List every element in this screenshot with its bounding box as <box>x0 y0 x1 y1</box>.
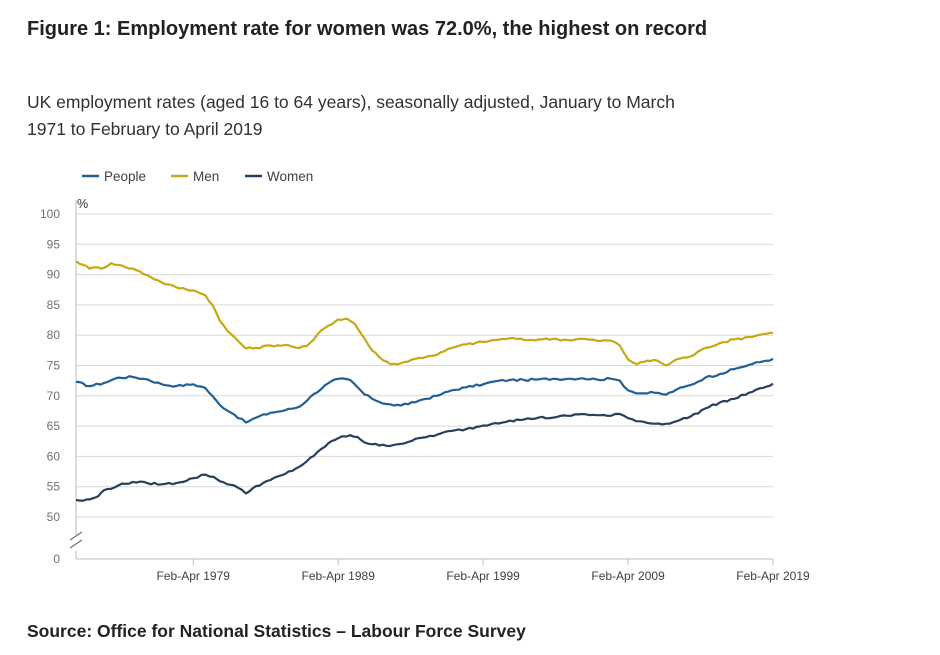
y-tick-label: 75 <box>47 359 61 373</box>
axis-break-icon <box>69 531 83 549</box>
y-axis-unit-label: % <box>77 197 88 211</box>
legend-label-women: Women <box>267 169 313 184</box>
y-tick-label: 85 <box>47 298 61 312</box>
y-tick-label: 50 <box>47 510 61 524</box>
employment-rate-chart: People Men Women % 100 95 90 85 80 75 70 65 60 55 50… <box>40 169 810 583</box>
x-tick-label: Feb-Apr 1979 <box>157 569 231 583</box>
y-tick-label: 100 <box>40 207 60 221</box>
axes <box>69 200 773 560</box>
y-tick-label: 70 <box>47 389 61 403</box>
x-tick-label: Feb-Apr 2019 <box>736 569 810 583</box>
x-tick-label: Feb-Apr 1999 <box>446 569 520 583</box>
legend-label-people: People <box>104 169 146 184</box>
y-tick-label: 65 <box>47 419 61 433</box>
legend: People Men Women <box>82 169 313 184</box>
x-tick-label: Feb-Apr 1989 <box>301 569 375 583</box>
y-axis-ticks: 100 95 90 85 80 75 70 65 60 55 50 0 <box>40 207 60 566</box>
y-tick-label: 55 <box>47 480 61 494</box>
y-tick-label: 95 <box>47 237 61 251</box>
series-line-men <box>75 260 774 367</box>
gridlines <box>76 213 773 518</box>
series-line-people <box>75 357 774 424</box>
series-lines <box>75 260 774 502</box>
source-note: Source: Office for National Statistics –… <box>27 621 526 641</box>
legend-label-men: Men <box>193 169 219 184</box>
y-tick-label: 60 <box>47 449 61 463</box>
y-tick-label: 80 <box>47 328 61 342</box>
y-tick-label: 0 <box>53 552 60 566</box>
chart-title: Figure 1: Employment rate for women was … <box>27 18 708 40</box>
x-tick-label: Feb-Apr 2009 <box>591 569 665 583</box>
y-tick-label: 90 <box>47 268 61 282</box>
series-line-women <box>75 382 774 502</box>
chart-subtitle: UK employment rates (aged 16 to 64 years… <box>27 92 675 139</box>
x-axis-ticks: Feb-Apr 1979 Feb-Apr 1989 Feb-Apr 1999 Feb-… <box>157 559 810 583</box>
